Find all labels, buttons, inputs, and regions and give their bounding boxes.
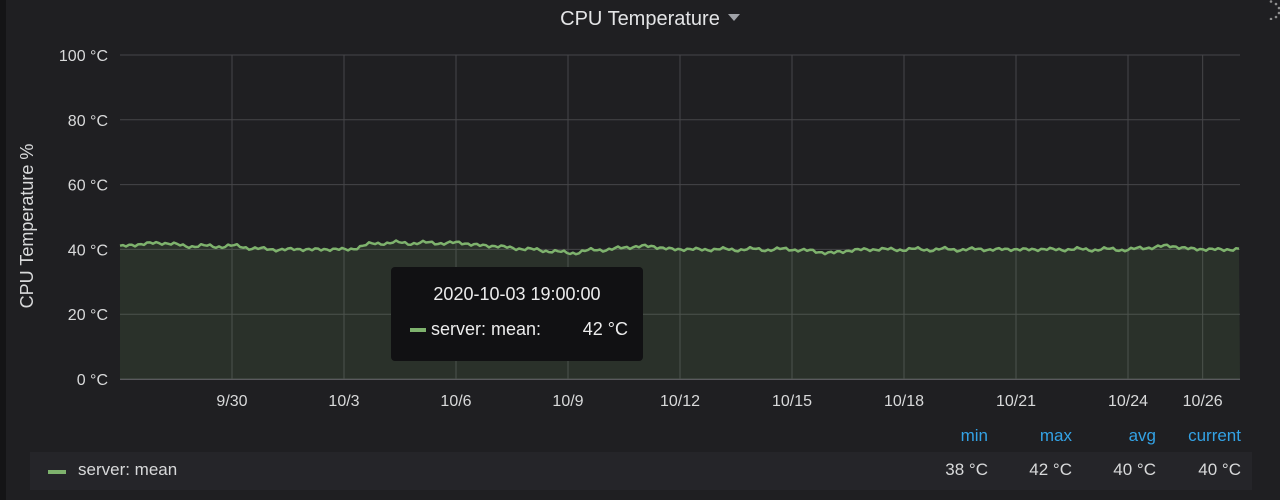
loading-spinner-icon xyxy=(1269,0,1280,20)
legend-value-max: 42 °C xyxy=(1029,460,1072,479)
x-tick-label: 10/26 xyxy=(1183,393,1223,410)
x-tick-label: 9/30 xyxy=(216,393,247,410)
y-axis: 0 °C 20 °C 40 °C 60 °C 80 °C 100 °C xyxy=(59,48,108,389)
chart-grid xyxy=(120,54,1240,380)
legend-header-avg[interactable]: avg xyxy=(1128,426,1156,445)
legend-series-name[interactable]: server: mean xyxy=(78,460,178,479)
legend-series-row[interactable]: server: mean 38 °C 42 °C 40 °C 40 °C xyxy=(30,452,1252,490)
panel-title[interactable]: CPU Temperature xyxy=(560,8,720,30)
x-axis: 9/30 10/3 10/6 10/9 10/12 10/15 10/18 10/21 10/2… xyxy=(216,393,1222,410)
series-line-server-mean[interactable] xyxy=(119,239,1240,256)
tooltip-series-value: 42 °C xyxy=(582,319,628,339)
legend-value-min: 38 °C xyxy=(945,460,988,479)
panel-edge xyxy=(0,0,6,500)
y-tick-label: 80 °C xyxy=(68,113,108,130)
y-axis-label: CPU Temperature % xyxy=(17,144,37,309)
panel-title-bar[interactable]: CPU Temperature xyxy=(0,8,1280,31)
tooltip-series-name: server: mean: xyxy=(431,319,542,339)
legend-value-avg: 40 °C xyxy=(1113,460,1156,479)
y-tick-label: 40 °C xyxy=(68,242,108,259)
legend-value-current: 40 °C xyxy=(1198,460,1241,479)
series-area-server-mean xyxy=(120,240,1240,379)
chart-tooltip: 2020-10-03 19:00:00 server: mean: 42 °C xyxy=(391,267,643,361)
x-tick-label: 10/24 xyxy=(1108,393,1148,410)
y-tick-label: 0 °C xyxy=(77,372,108,389)
x-tick-label: 10/6 xyxy=(440,393,471,410)
x-tick-label: 10/18 xyxy=(884,393,924,410)
x-tick-label: 10/3 xyxy=(328,393,359,410)
y-tick-label: 100 °C xyxy=(59,48,108,65)
chevron-down-icon[interactable] xyxy=(727,14,740,22)
tooltip-row: server: mean: 42 °C xyxy=(410,319,628,341)
x-tick-label: 10/9 xyxy=(552,393,583,410)
y-tick-label: 20 °C xyxy=(68,307,108,324)
x-tick-label: 10/15 xyxy=(772,393,812,410)
x-tick-label: 10/12 xyxy=(660,393,700,410)
tooltip-series-swatch xyxy=(410,328,426,332)
legend-header-max[interactable]: max xyxy=(1039,426,1072,445)
y-tick-label: 60 °C xyxy=(68,178,108,195)
tooltip-time: 2020-10-03 19:00:00 xyxy=(433,284,601,304)
legend-header: min max avg current xyxy=(880,426,1244,446)
legend-series-swatch[interactable] xyxy=(48,470,66,474)
x-tick-label: 10/21 xyxy=(996,393,1036,410)
legend-header-min[interactable]: min xyxy=(960,426,988,445)
legend-header-current[interactable]: current xyxy=(1188,426,1241,445)
